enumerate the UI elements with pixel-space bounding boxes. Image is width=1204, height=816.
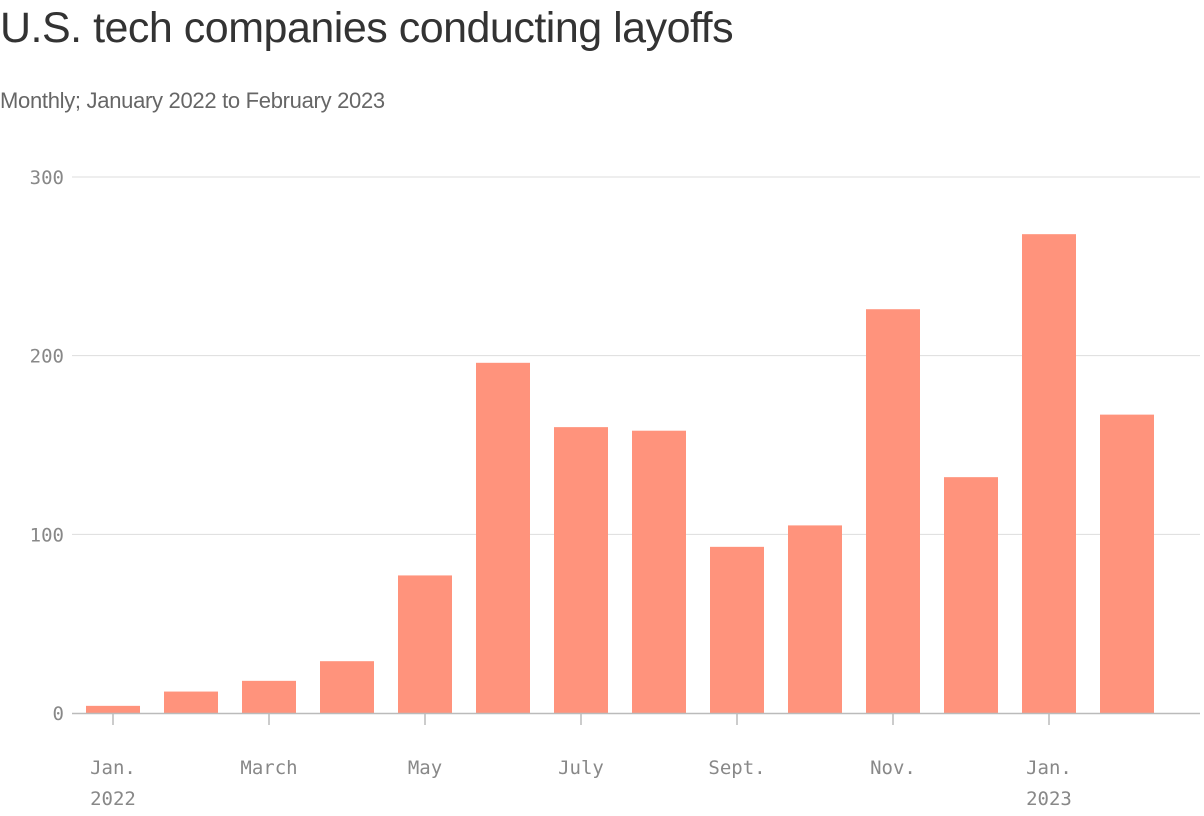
bar-2022-05	[398, 575, 452, 713]
y-tick-label-200: 200	[30, 346, 64, 368]
x-tick-label-2022-03: March	[240, 757, 297, 779]
bar-2022-10	[788, 525, 842, 713]
bar-2022-06	[476, 362, 530, 713]
y-tick-label-0: 0	[53, 703, 64, 725]
y-tick-label-100: 100	[30, 524, 64, 546]
bars	[86, 234, 1154, 713]
bar-2022-12	[944, 477, 998, 713]
x-tick-year-2023-01: 2023	[1026, 788, 1072, 810]
x-tick-label-2022-01: Jan.	[90, 757, 136, 779]
chart-subtitle: Monthly; January 2022 to February 2023	[0, 88, 385, 113]
x-tick-label-2022-11: Nov.	[870, 757, 916, 779]
chart-title: U.S. tech companies conducting layoffs	[0, 4, 734, 52]
x-axis: Jan. 2022 March May July Sept. Nov. Jan. 2023	[90, 713, 1072, 810]
bar-2022-08	[632, 430, 686, 713]
bar-2023-02	[1100, 414, 1154, 713]
y-tick-label-300: 300	[30, 167, 64, 189]
bar-2022-11	[866, 309, 920, 713]
x-tick-label-2023-01: Jan.	[1026, 757, 1072, 779]
bar-2022-02	[164, 691, 218, 713]
y-axis: 0 100 200 300	[30, 167, 64, 725]
x-tick-label-2022-09: Sept.	[708, 757, 765, 779]
bar-2022-04	[320, 661, 374, 713]
x-tick-year-2022-01: 2022	[90, 788, 136, 810]
bar-2022-01	[86, 705, 140, 713]
bar-2022-03	[242, 680, 296, 713]
x-tick-label-2022-07: July	[558, 757, 604, 779]
bar-2023-01	[1022, 234, 1076, 713]
bar-2022-07	[554, 427, 608, 713]
bar-2022-09	[710, 546, 764, 713]
x-tick-label-2022-05: May	[408, 757, 442, 779]
